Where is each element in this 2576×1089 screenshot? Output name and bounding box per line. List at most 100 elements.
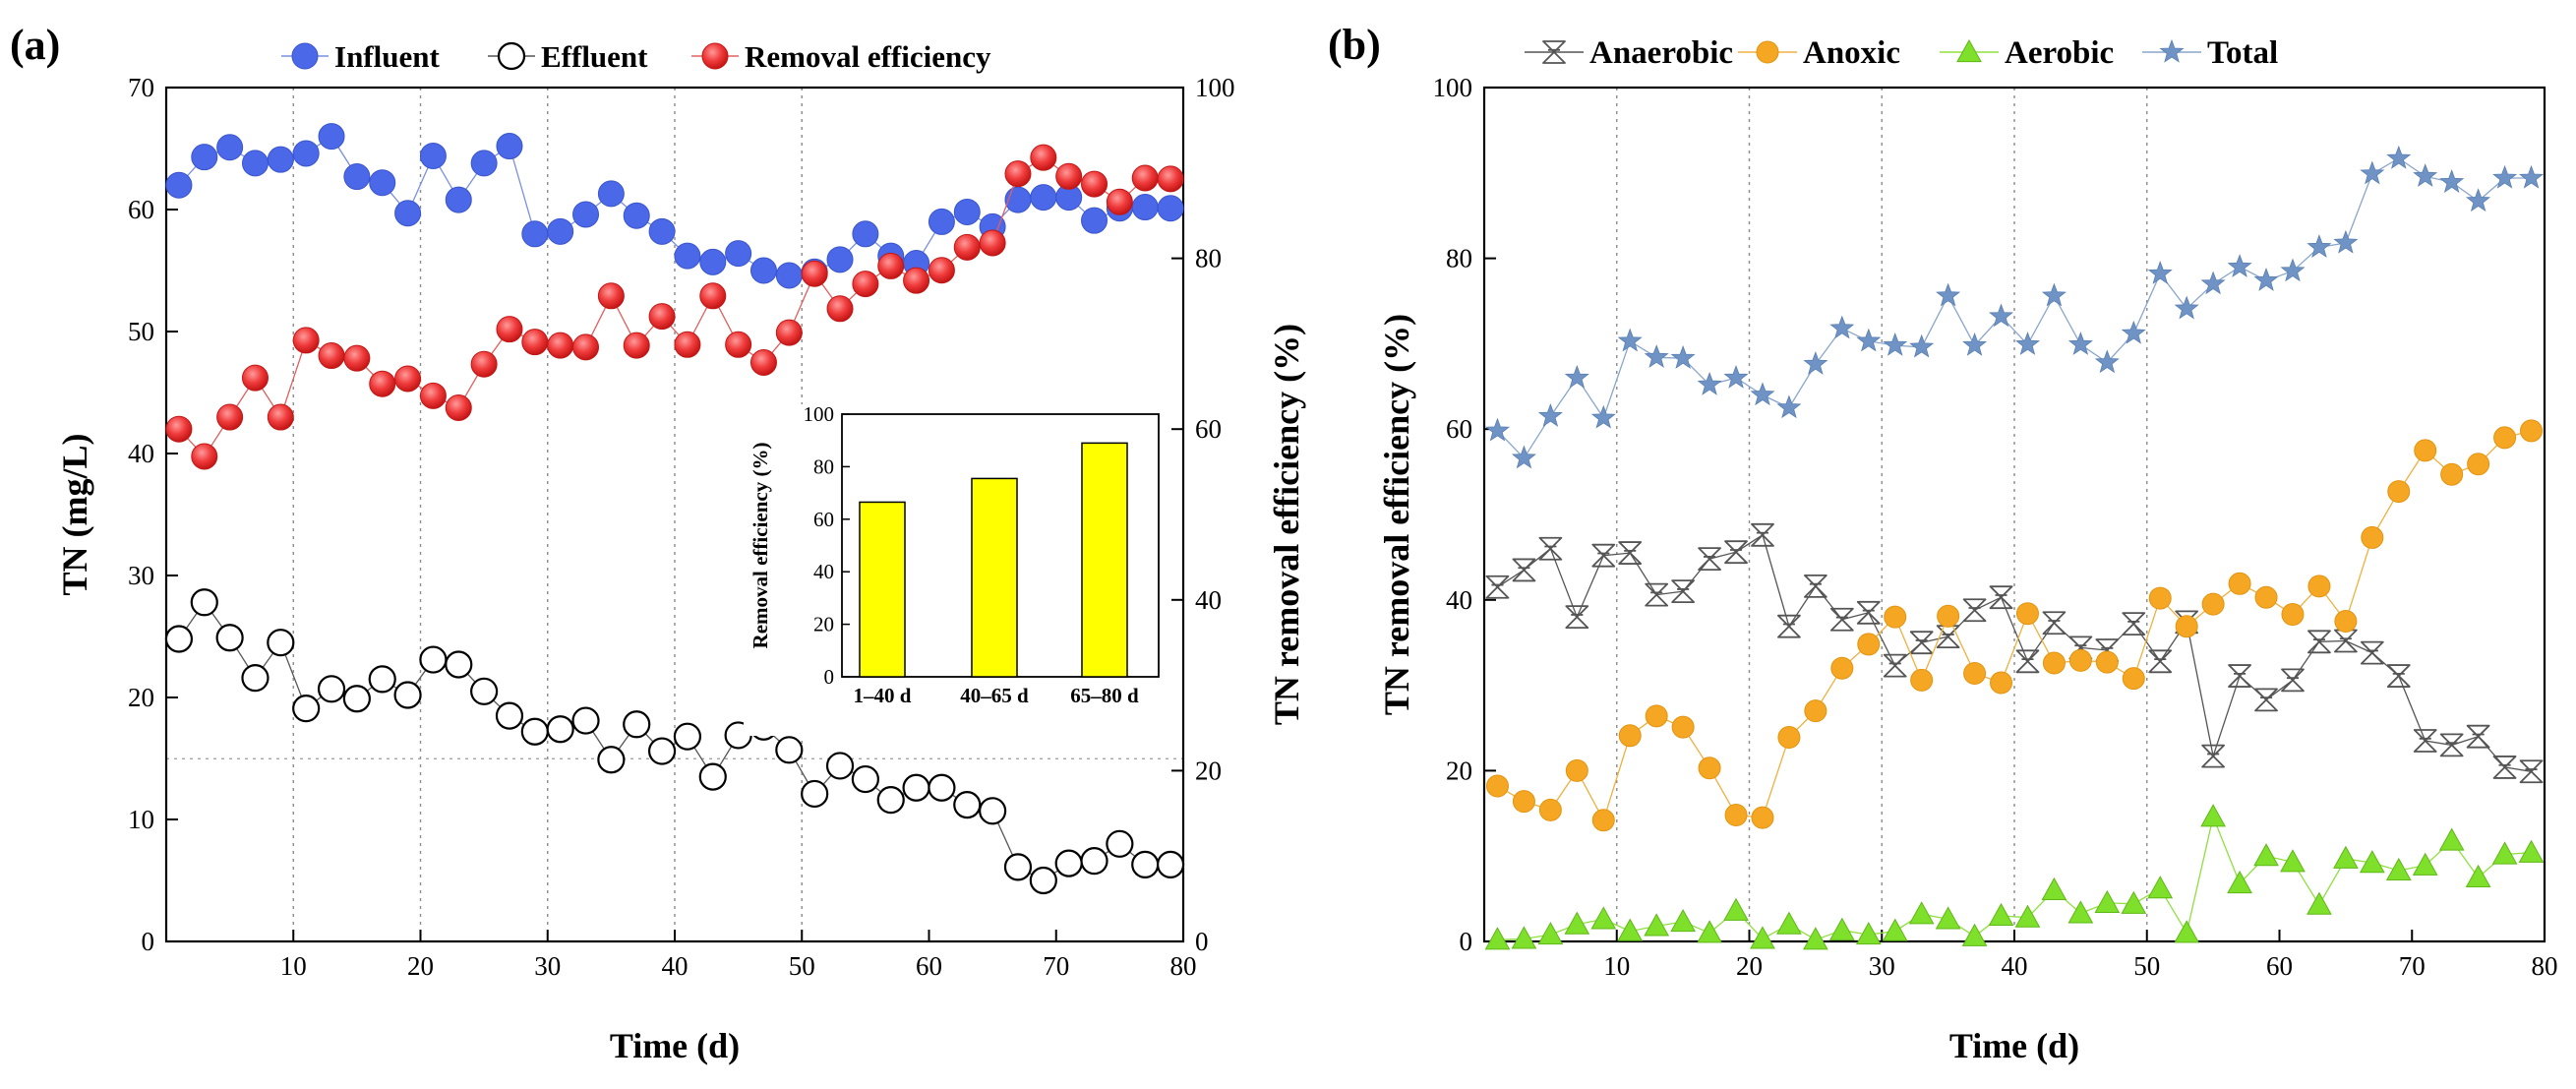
y-tick-label-a: 20 (128, 683, 154, 712)
point-removal-efficiency (1004, 160, 1032, 188)
point-removal-efficiency (1131, 164, 1159, 192)
point-influent (699, 248, 727, 275)
point-anoxic (2387, 480, 2411, 504)
point-anaerobic (1591, 543, 1616, 568)
point-aerobic (2174, 920, 2200, 943)
point-total (2200, 271, 2226, 295)
point-removal-efficiency (877, 252, 905, 279)
point-removal-efficiency (547, 332, 574, 359)
point-aerobic (2200, 804, 2226, 827)
point-removal-efficiency (343, 344, 371, 372)
point-aerobic (2333, 845, 2359, 869)
inset-y-tick-label: 0 (824, 665, 835, 689)
point-aerobic (2385, 857, 2412, 881)
point-removal-efficiency (1157, 165, 1184, 193)
point-anaerobic (1909, 631, 1934, 655)
point-removal-efficiency (267, 403, 294, 431)
panel-a: (a)10 20 30 40 50 60 70 80010203040506070020406… (10, 21, 1306, 1065)
point-influent (241, 150, 269, 177)
y-axis-label-b: TN removal efficiency (%) (1377, 314, 1416, 715)
point-aerobic (1644, 913, 1670, 937)
x-axis-label-a: Time (d) (610, 1026, 740, 1065)
point-aerobic (1935, 906, 1961, 930)
point-anoxic (1538, 798, 1562, 821)
point-anoxic (1698, 756, 1721, 780)
point-removal-efficiency (648, 303, 676, 331)
point-removal-efficiency (903, 267, 930, 294)
point-anaerobic (1671, 579, 1696, 604)
point-aerobic (1670, 909, 1696, 933)
y2-tick-label-a: 60 (1195, 414, 1222, 444)
point-influent (1030, 184, 1057, 212)
point-aerobic (1961, 923, 1988, 946)
legend-label-aerobic: Aerobic (2005, 35, 2114, 71)
point-aerobic (2306, 891, 2332, 915)
point-total (2439, 169, 2465, 194)
point-effluent (393, 681, 422, 709)
point-anaerobic (1829, 607, 1854, 632)
point-influent (216, 134, 244, 161)
inset-chart: 0 20 40 60 80 100 1–40 d 40–65 d 65–80 d Removal … (744, 402, 1168, 736)
point-anaerobic (1485, 575, 1510, 599)
point-aerobic (1617, 918, 1644, 941)
point-total (1750, 382, 1775, 406)
point-total (1883, 332, 1908, 356)
y-tick-label-b: 100 (1433, 73, 1473, 102)
point-effluent (673, 722, 702, 751)
point-total (1723, 364, 1749, 389)
series-line-aerobic (1497, 815, 2532, 941)
point-removal-efficiency (699, 282, 727, 310)
legend-marker-total (2159, 38, 2185, 63)
point-aerobic (1882, 918, 1908, 941)
point-aerobic (1511, 926, 1537, 949)
legend-label-anaerobic: Anaerobic (1589, 35, 1733, 71)
point-total (1670, 345, 1696, 369)
x-tick-label-a: 30 (534, 951, 561, 981)
point-aerobic (2280, 849, 2306, 873)
point-anoxic (1512, 790, 1535, 814)
point-anoxic (1830, 656, 1854, 680)
point-removal-efficiency (572, 333, 600, 361)
inset-x-tick-label: 1–40 d (854, 684, 912, 707)
y-tick-label-b: 80 (1446, 244, 1472, 273)
inset-bar (1081, 442, 1128, 678)
point-removal-efficiency (928, 257, 955, 284)
point-effluent (241, 664, 270, 693)
point-total (2015, 332, 2041, 355)
point-anaerobic (2439, 733, 2464, 757)
y-tick-label-a: 70 (128, 73, 154, 102)
point-aerobic (1908, 901, 1935, 925)
point-anoxic (2201, 592, 2225, 616)
legend-marker-effluent (497, 41, 526, 71)
x-tick-label-b: 40 (2002, 951, 2028, 981)
point-total (2121, 320, 2146, 344)
x-tick-label-a: 60 (916, 951, 942, 981)
point-removal-efficiency (292, 327, 320, 354)
point-anaerobic (1698, 547, 1721, 572)
point-anoxic (2334, 610, 2358, 633)
point-influent (1081, 207, 1108, 234)
point-anaerobic (2281, 668, 2305, 693)
point-removal-efficiency (241, 364, 269, 392)
panel-b: (b) 10 20 30 40 50 60 70 80 0 20 40 60 80 100 Time (d) T… (1328, 21, 2558, 1065)
point-total (2147, 261, 2173, 284)
x-axis-label-b: Time (d) (1949, 1026, 2079, 1065)
legend-marker-removal-efficiency (701, 42, 729, 70)
point-removal-efficiency (979, 229, 1006, 257)
series-line-influent (178, 135, 1171, 276)
point-total (1644, 344, 1669, 368)
point-removal-efficiency (419, 382, 447, 409)
point-removal-efficiency (318, 342, 345, 370)
point-effluent (1106, 829, 1134, 858)
point-anaerobic (1645, 582, 1669, 607)
point-aerobic (1723, 897, 1749, 921)
point-anaerobic (1724, 540, 1748, 565)
legend-marker-anaerobic (1542, 40, 1566, 64)
y2-tick-label-a: 20 (1195, 756, 1222, 785)
point-effluent (876, 786, 905, 815)
point-total (1617, 328, 1643, 352)
legend-marker-anoxic (1756, 40, 1779, 64)
point-removal-efficiency (369, 370, 396, 397)
point-total (1776, 394, 1802, 419)
